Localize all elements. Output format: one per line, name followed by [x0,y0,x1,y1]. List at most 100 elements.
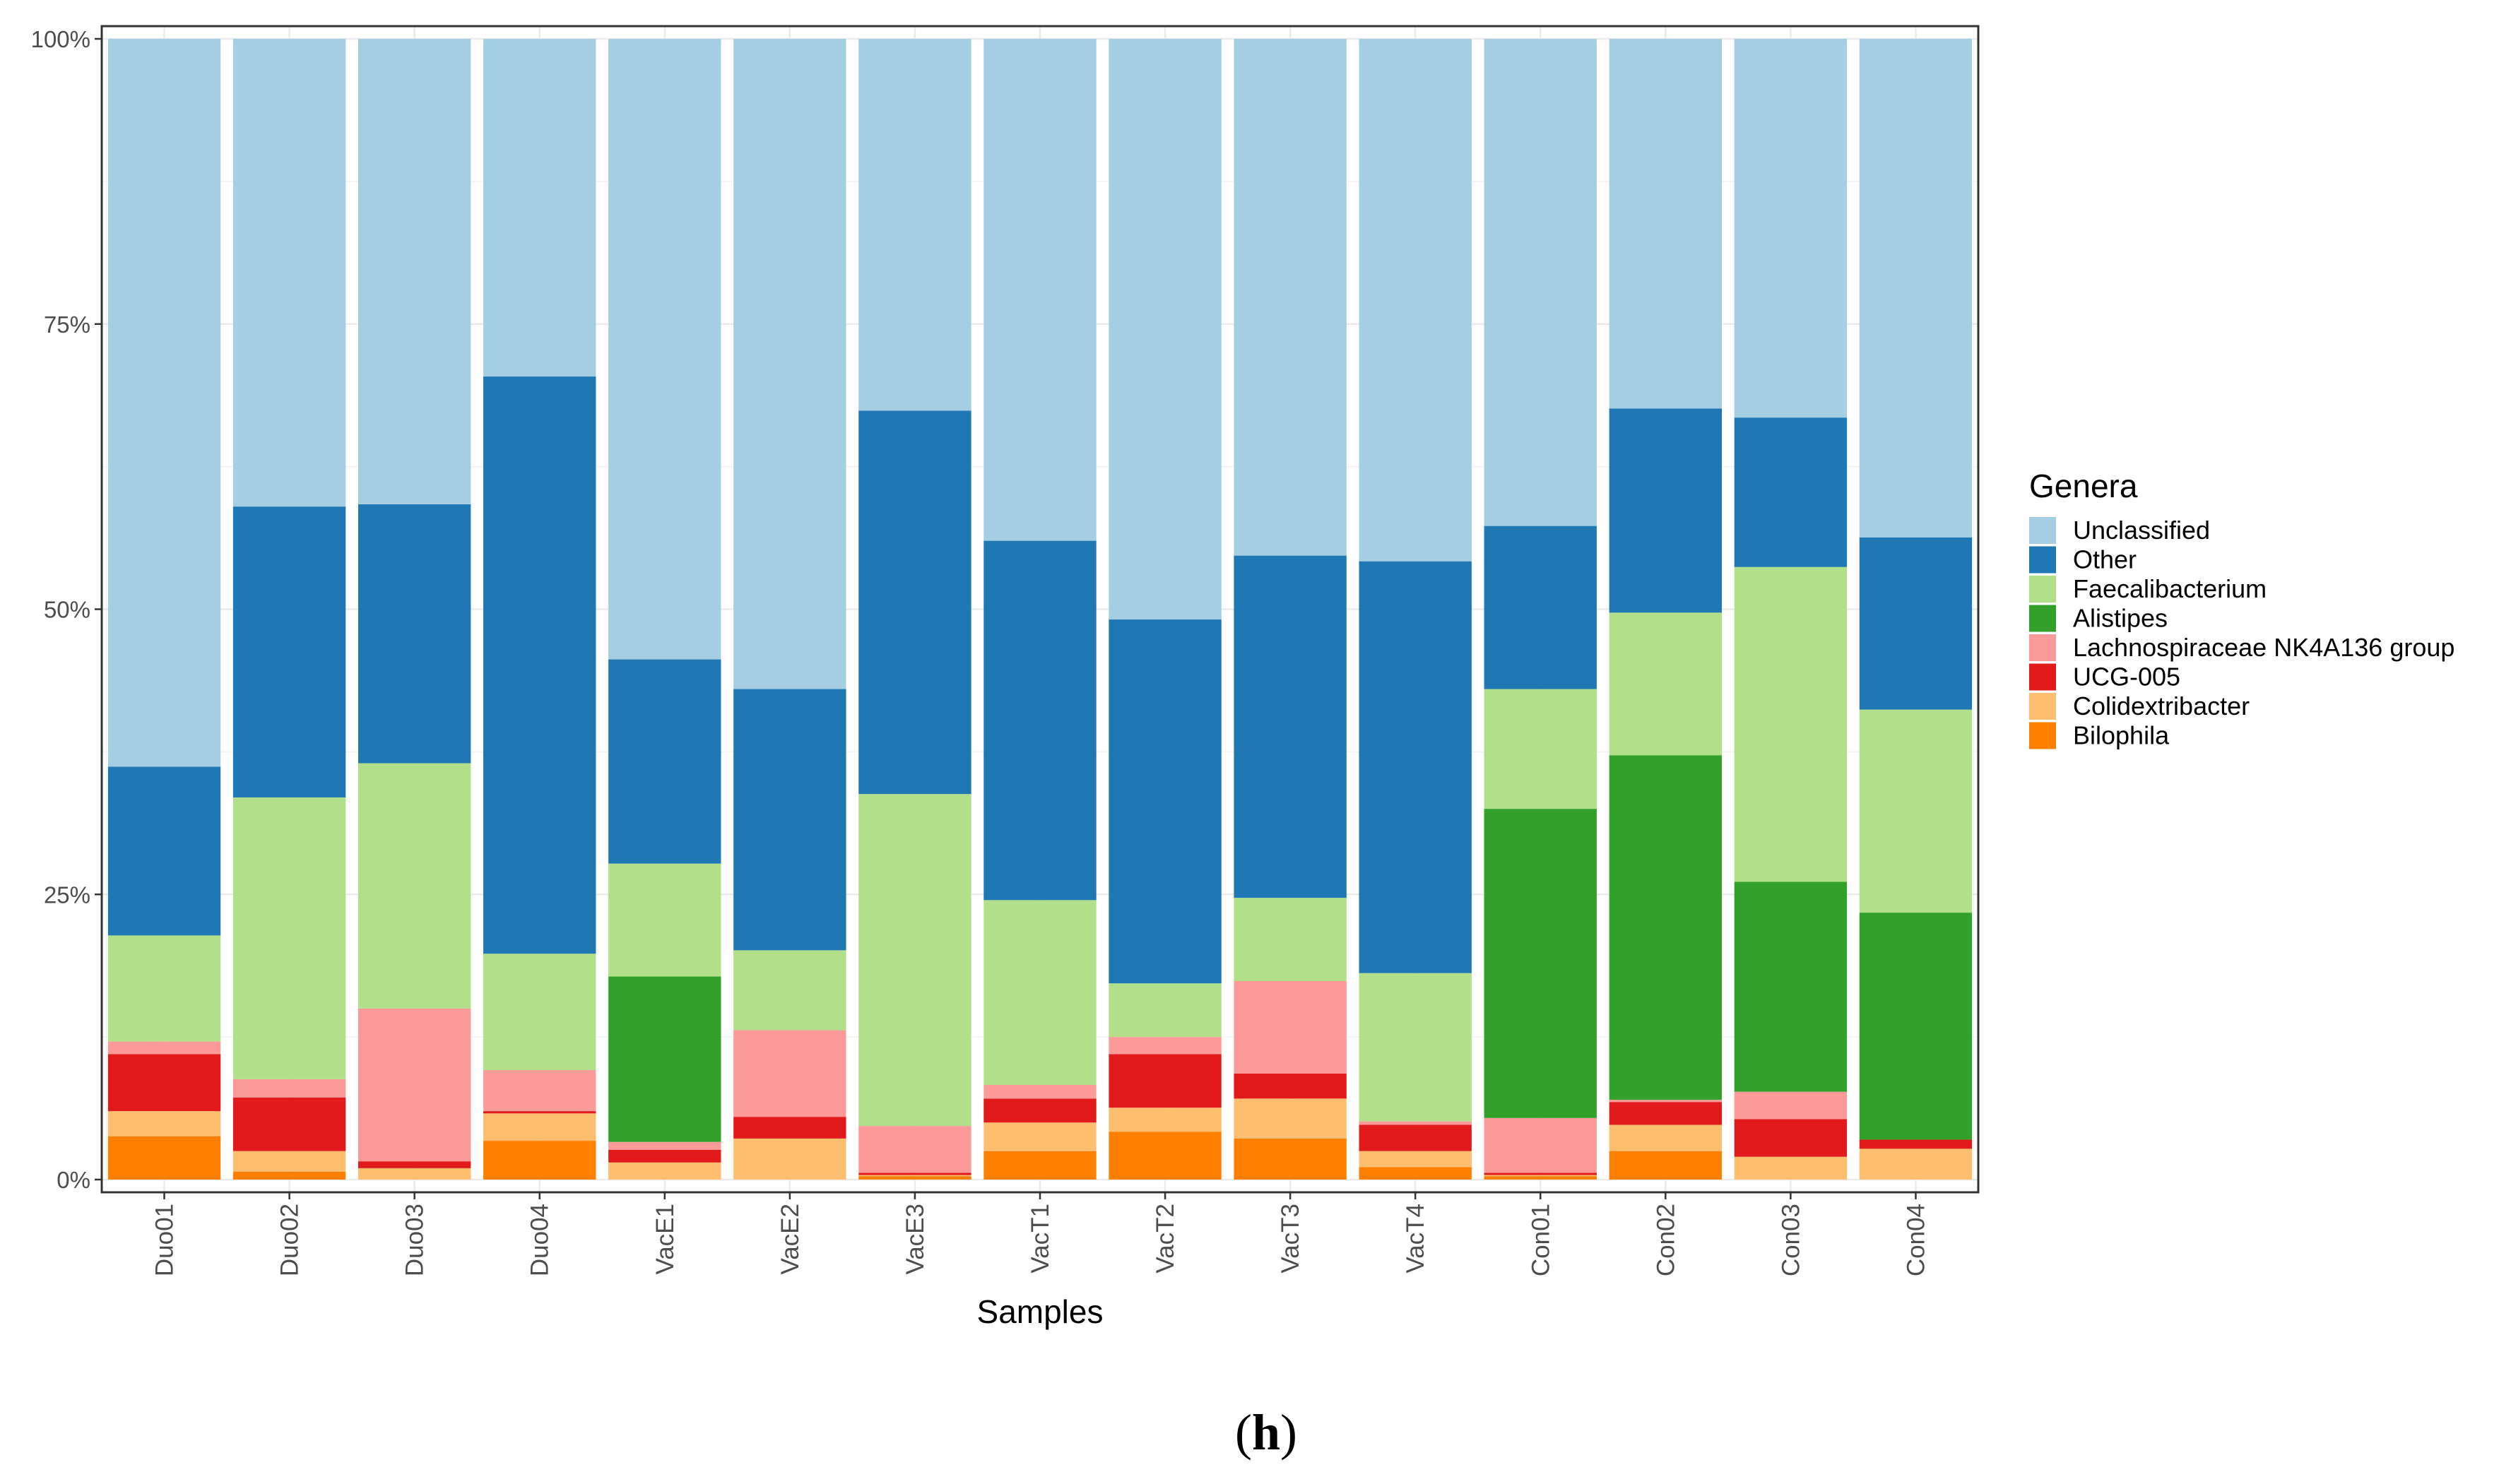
bar-segment-faecalibacterium [483,954,596,1070]
bar-segment-faecalibacterium [1234,898,1347,981]
bar-segment-colidextribacter [1234,1098,1347,1139]
y-tick-label: 100% [31,26,90,52]
legend-swatch [2029,693,2056,720]
bar-segment-lachnospiraceae-nk4a136-group [483,1069,596,1112]
bar-segment-lachnospiraceae-nk4a136-group [1734,1091,1848,1120]
bar-segment-lachnospiraceae-nk4a136-group [1359,1121,1472,1125]
legend-item: Alistipes [2029,604,2168,633]
bar-segment-ucg-005 [1234,1073,1347,1099]
bar-segment-colidextribacter [1859,1148,1973,1180]
bar-segment-faecalibacterium [232,797,346,1079]
x-tick-label: Con04 [1902,1204,1930,1276]
legend-item: Faecalibacterium [2029,574,2267,603]
legend-label: Other [2073,545,2137,574]
bar-segment-lachnospiraceae-nk4a136-group [1484,1117,1597,1173]
bar-segment-colidextribacter [232,1151,346,1172]
bar-segment-faecalibacterium [608,863,721,977]
bar-stack-con01 [1484,39,1597,1180]
bar-segment-other [1359,561,1472,973]
bar-segment-alistipes [1484,809,1597,1118]
bar-segment-faecalibacterium [1859,709,1973,913]
x-tick-label: VacE2 [776,1204,804,1275]
panel-label-letter: h [1252,1404,1280,1461]
x-tick-label: Duo03 [401,1204,429,1276]
bar-segment-faecalibacterium [983,900,1097,1085]
bar-segment-lachnospiraceae-nk4a136-group [107,1041,221,1055]
bar-segment-faecalibacterium [1109,983,1222,1038]
bar-segment-lachnospiraceae-nk4a136-group [1609,1099,1723,1103]
bar-segment-colidextribacter [1359,1151,1472,1168]
bar-segment-lachnospiraceae-nk4a136-group [983,1084,1097,1099]
bar-segment-bilophila [1109,1132,1222,1180]
bar-segment-bilophila [1484,1176,1597,1180]
legend-swatch [2029,517,2056,544]
bar-stack-vact3 [1234,39,1347,1180]
x-axis: Duo01 Duo02 Duo03 Duo04 VacE1 VacE2 VacE3 VacT1… [151,1192,1930,1276]
legend-label: Alistipes [2073,604,2168,633]
bar-segment-ucg-005 [232,1097,346,1151]
bar-segment-faecalibacterium [1734,566,1848,882]
bar-segment-unclassified [1734,39,1848,418]
y-tick-label: 50% [44,597,90,623]
x-tick-label: Duo02 [276,1204,304,1276]
panel-label-open: ( [1235,1404,1252,1461]
bar-segment-bilophila [858,1176,971,1180]
legend-item: Unclassified [2029,516,2210,545]
bar-segment-unclassified [1609,39,1723,409]
bar-stack-vace1 [608,39,721,1180]
bar-stack-con03 [1734,39,1848,1180]
bar-stack-vace3 [858,39,971,1180]
bar-segment-colidextribacter [1609,1124,1723,1151]
bar-segment-lachnospiraceae-nk4a136-group [232,1079,346,1098]
bars-layer [107,39,1973,1180]
bar-segment-bilophila [1609,1151,1723,1180]
bar-segment-other [1859,537,1973,710]
y-tick-label: 0% [57,1167,90,1193]
legend-item: UCG-005 [2029,663,2180,691]
legend-label: UCG-005 [2073,663,2180,691]
panel-label: (h) [1235,1404,1297,1461]
bar-stack-duo04 [483,39,596,1180]
x-tick-label: VacT1 [1027,1204,1054,1274]
bar-segment-ucg-005 [483,1111,596,1114]
bar-segment-other [858,410,971,795]
bar-segment-bilophila [232,1171,346,1180]
bar-segment-unclassified [983,39,1097,541]
bar-stack-duo01 [107,39,221,1180]
panel-label-close: ) [1280,1404,1297,1461]
x-tick-label: Con03 [1777,1204,1804,1276]
bar-segment-ucg-005 [1859,1139,1973,1149]
bar-segment-ucg-005 [1359,1124,1472,1151]
x-tick-label: Con02 [1652,1204,1679,1276]
bar-segment-unclassified [1484,39,1597,526]
legend-label: Lachnospiraceae NK4A136 group [2073,633,2454,662]
legend-label: Colidextribacter [2073,691,2250,720]
bar-segment-unclassified [733,39,846,689]
bar-segment-ucg-005 [733,1117,846,1139]
bar-stack-con04 [1859,39,1973,1180]
bar-segment-ucg-005 [608,1150,721,1163]
bar-segment-other [608,659,721,864]
bar-segment-bilophila [107,1136,221,1180]
y-tick-label: 25% [44,882,90,908]
bar-stack-vace2 [733,39,846,1180]
bar-segment-unclassified [608,39,721,660]
legend-swatch [2029,663,2056,691]
bar-segment-bilophila [983,1151,1097,1180]
bar-segment-ucg-005 [1609,1102,1723,1125]
bar-segment-alistipes [1859,913,1973,1140]
bar-segment-unclassified [232,39,346,507]
legend-label: Unclassified [2073,516,2210,545]
x-tick-label: Duo01 [151,1204,179,1276]
legend-label: Bilophila [2073,721,2170,750]
bar-segment-alistipes [1609,755,1723,1100]
bar-segment-other [1734,417,1848,567]
bar-segment-colidextribacter [1484,1175,1597,1177]
legend-item: Lachnospiraceae NK4A136 group [2029,633,2454,662]
bar-segment-other [358,504,471,764]
legend-swatch [2029,634,2056,661]
bar-segment-unclassified [1359,39,1472,562]
bar-segment-ucg-005 [358,1161,471,1168]
bar-segment-faecalibacterium [1484,689,1597,809]
x-tick-label: VacE3 [902,1204,929,1275]
